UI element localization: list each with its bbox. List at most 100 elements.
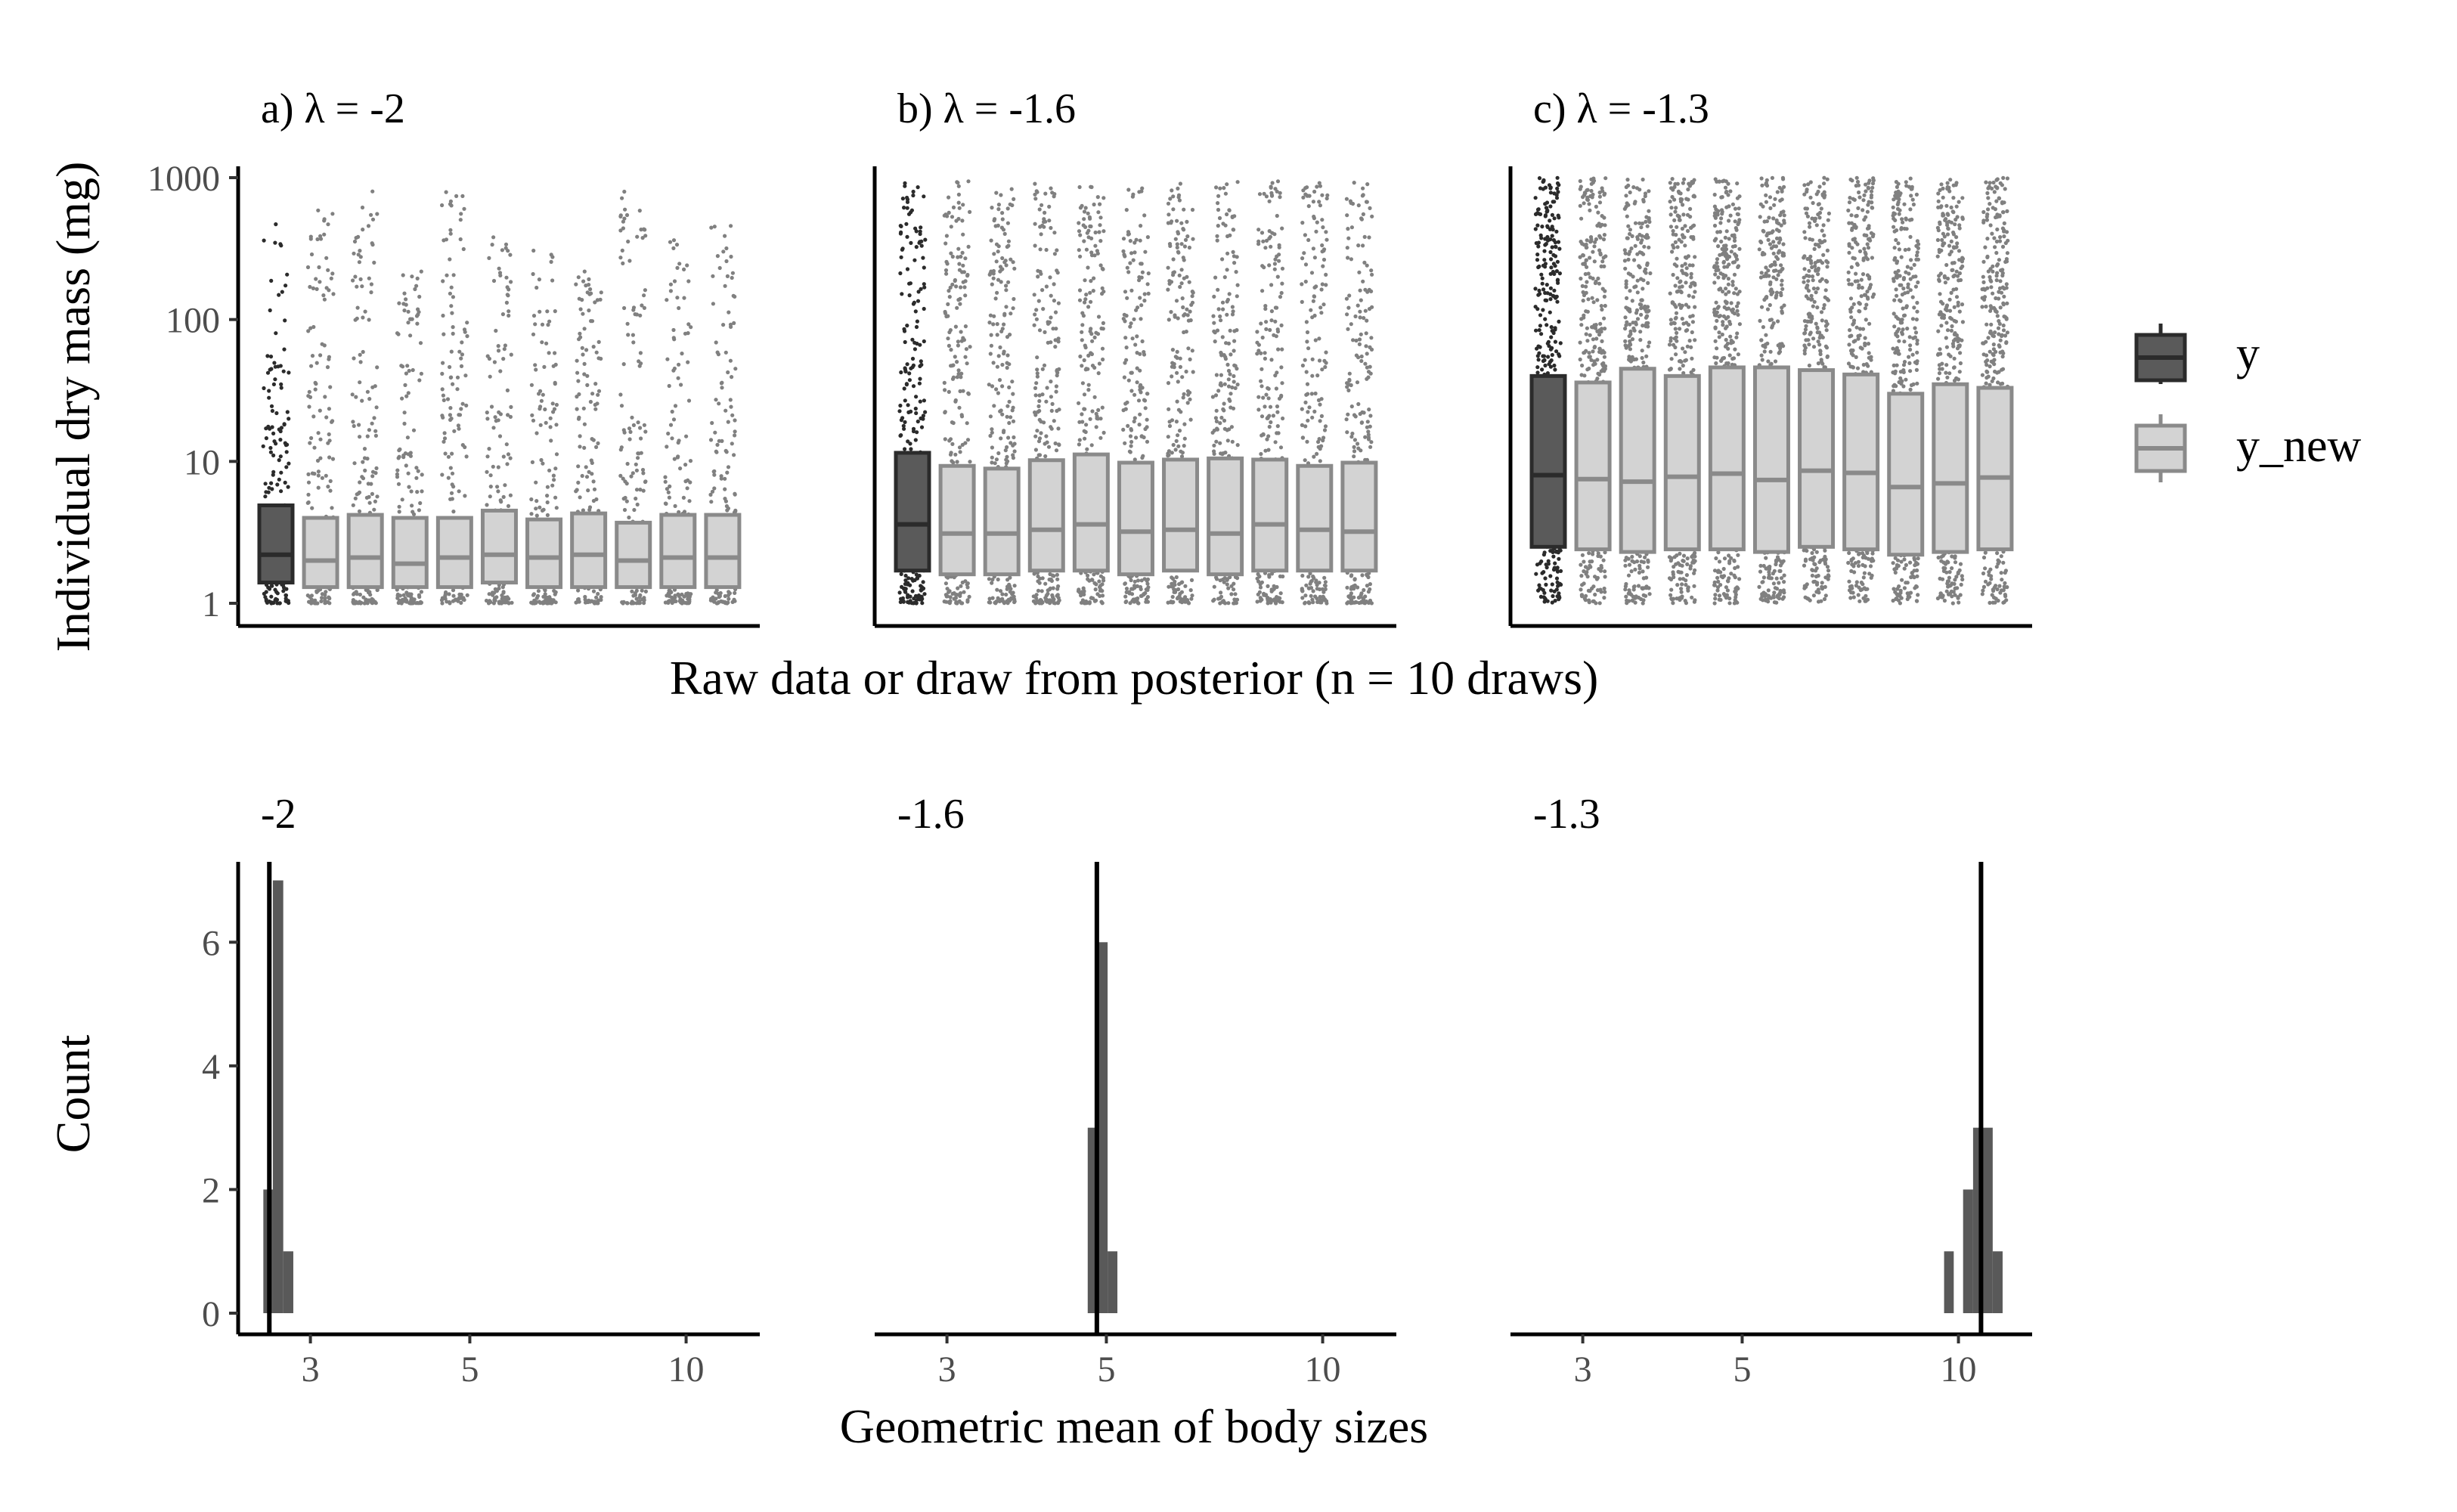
data-point — [534, 367, 538, 372]
data-point — [905, 234, 909, 239]
data-point — [943, 411, 947, 415]
data-point — [553, 466, 558, 471]
data-point — [465, 334, 469, 339]
data-point — [402, 421, 407, 426]
data-point — [441, 313, 445, 318]
data-point — [452, 429, 457, 433]
data-point — [630, 589, 634, 593]
data-point — [1077, 420, 1082, 424]
data-point — [1097, 579, 1101, 584]
data-point — [914, 229, 919, 234]
data-point — [958, 302, 962, 306]
data-point — [635, 234, 640, 239]
data-point — [1139, 262, 1144, 266]
data-point — [621, 261, 625, 265]
data-point — [282, 422, 287, 426]
data-point — [626, 239, 631, 244]
data-point — [914, 411, 919, 416]
data-point — [1174, 420, 1179, 424]
data-point — [1220, 335, 1225, 339]
data-point — [278, 242, 283, 246]
data-point — [943, 268, 949, 273]
data-point — [1322, 358, 1327, 363]
data-point — [631, 423, 637, 428]
data-point — [995, 364, 999, 369]
data-point — [911, 363, 916, 367]
data-point — [270, 487, 274, 491]
data-point — [1279, 290, 1284, 296]
data-point — [1219, 318, 1223, 323]
data-point — [414, 476, 419, 480]
data-point — [954, 601, 959, 606]
data-point — [902, 329, 907, 333]
data-point — [918, 399, 922, 404]
data-point — [1080, 364, 1084, 368]
data-point — [1266, 434, 1271, 438]
data-point — [575, 358, 579, 363]
data-point — [281, 369, 286, 373]
data-point — [918, 342, 922, 347]
data-point — [310, 506, 314, 510]
data-point — [402, 291, 407, 296]
data-point — [620, 196, 624, 200]
data-point — [626, 333, 631, 337]
data-point — [1304, 320, 1309, 324]
data-point — [1309, 579, 1313, 584]
data-point — [372, 416, 376, 420]
data-point — [459, 212, 463, 216]
data-point — [1218, 383, 1222, 387]
data-point — [318, 456, 323, 460]
data-point — [534, 499, 539, 503]
data-point — [1088, 329, 1092, 333]
data-point — [440, 601, 445, 606]
data-point — [995, 587, 999, 592]
data-point — [1055, 593, 1059, 598]
data-point — [1046, 591, 1050, 596]
data-point — [1040, 288, 1045, 293]
data-point — [531, 314, 537, 318]
data-point — [667, 593, 671, 597]
data-point — [1132, 317, 1136, 321]
data-point — [497, 410, 501, 414]
data-point — [1128, 324, 1132, 329]
data-point — [1314, 580, 1318, 584]
data-point — [1307, 405, 1312, 410]
data-point — [922, 282, 926, 287]
data-point — [1552, 288, 1557, 293]
data-point — [358, 380, 362, 385]
data-point — [1133, 342, 1138, 347]
data-point — [723, 408, 728, 413]
data-point — [899, 418, 903, 423]
data-point — [1365, 263, 1369, 268]
data-point — [1007, 399, 1012, 404]
data-point — [1278, 191, 1282, 195]
y-tick-label: 10 — [184, 442, 220, 482]
data-point — [268, 367, 272, 372]
data-point — [1170, 594, 1175, 600]
data-point — [673, 404, 678, 408]
data-point — [1048, 598, 1052, 603]
data-point — [1123, 594, 1128, 599]
data-point — [965, 600, 970, 604]
data-point — [1085, 231, 1089, 235]
data-point — [443, 451, 448, 456]
data-point — [1036, 588, 1041, 593]
data-point — [409, 489, 414, 494]
data-point — [1273, 319, 1278, 324]
data-point — [350, 392, 355, 397]
data-point — [996, 249, 1000, 254]
data-point — [309, 593, 314, 598]
data-point — [1322, 597, 1328, 602]
data-point — [1549, 257, 1554, 262]
data-point — [1046, 340, 1050, 345]
data-point — [1137, 423, 1142, 427]
data-point — [1369, 440, 1374, 445]
data-point — [950, 215, 955, 219]
box-y-new — [1162, 457, 1200, 573]
data-point — [908, 594, 912, 599]
data-point — [1139, 434, 1144, 438]
data-point — [1180, 375, 1185, 380]
data-point — [443, 596, 448, 601]
data-point — [534, 596, 539, 600]
data-point — [1086, 388, 1091, 392]
